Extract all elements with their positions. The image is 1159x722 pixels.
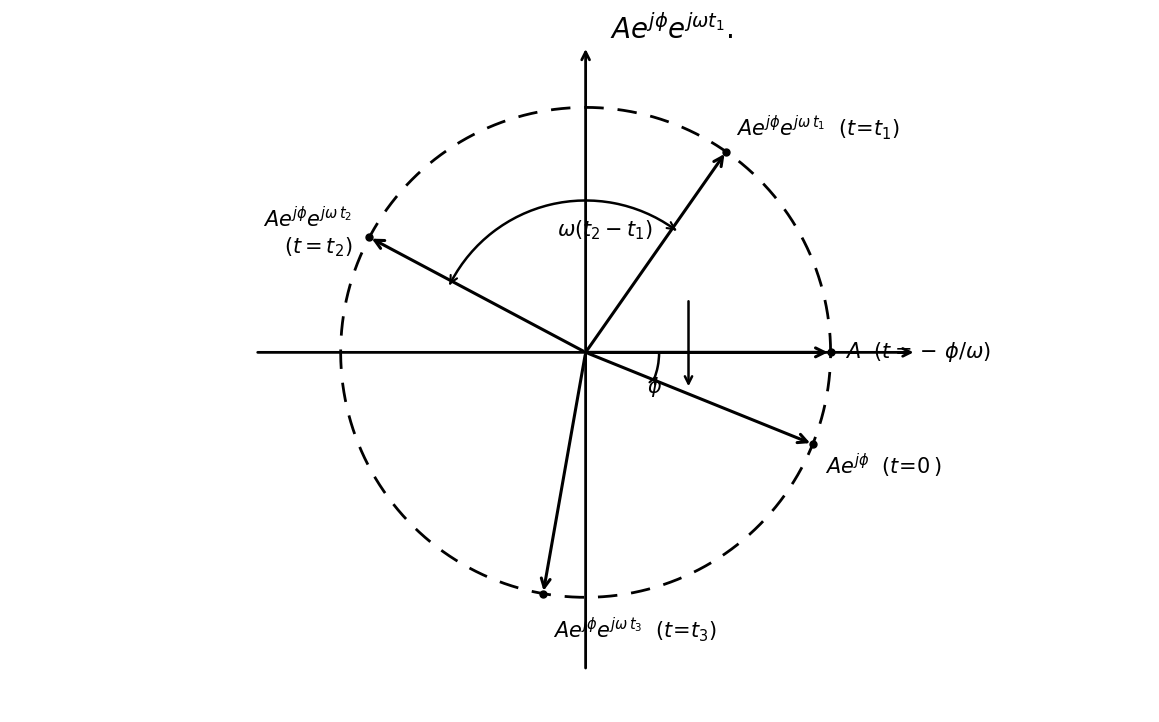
Text: $Ae^{j\phi}e^{j\omega\,t_2}$
$(t = t_2)$: $Ae^{j\phi}e^{j\omega\,t_2}$ $(t = t_2)$ bbox=[263, 206, 352, 258]
Text: $\omega(t_2-t_1)$: $\omega(t_2-t_1)$ bbox=[557, 218, 654, 242]
Text: $Ae^{j\phi}e^{j\omega t_1}.$: $Ae^{j\phi}e^{j\omega t_1}.$ bbox=[610, 14, 732, 45]
Text: $Ae^{j\phi}e^{j\omega\,t_3}$  $(t\!=\!t_3)$: $Ae^{j\phi}e^{j\omega\,t_3}$ $(t\!=\!t_3… bbox=[553, 616, 717, 645]
Text: $Ae^{j\phi}$  $(t\!=\!0\,)$: $Ae^{j\phi}$ $(t\!=\!0\,)$ bbox=[825, 451, 942, 479]
Text: $A$  $(t = -\, \phi/\omega)$: $A$ $(t = -\, \phi/\omega)$ bbox=[845, 340, 992, 365]
Text: $Ae^{j\phi}e^{j\omega\,t_1}$  $(t\!=\!t_1)$: $Ae^{j\phi}e^{j\omega\,t_1}$ $(t\!=\!t_1… bbox=[736, 113, 901, 142]
Text: $\phi$: $\phi$ bbox=[647, 375, 662, 399]
